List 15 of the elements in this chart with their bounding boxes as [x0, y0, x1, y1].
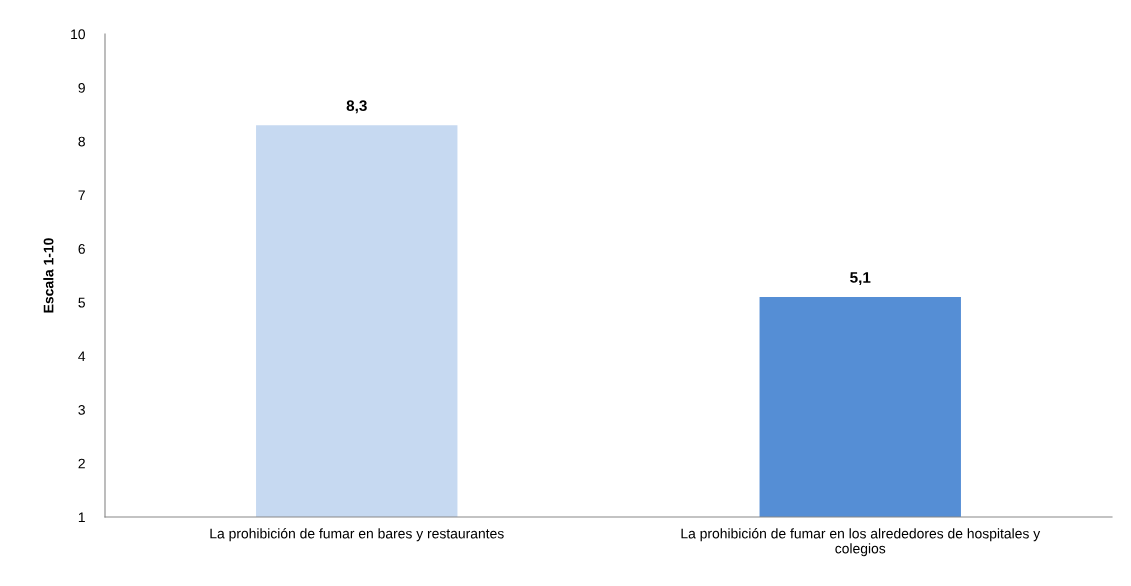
y-tick-label: 6 — [78, 244, 85, 254]
y-tick-label: 7 — [78, 190, 85, 201]
y-axis-title: Escala 1-10 — [43, 238, 54, 313]
data-label: 8,3 — [346, 100, 367, 114]
y-tick-label: 8 — [78, 136, 85, 147]
y-tick-label: 3 — [78, 405, 85, 415]
x-tick-label: La prohibición de fumar en bares y restaurantes — [210, 528, 504, 542]
y-tick-label: 4 — [78, 351, 86, 362]
y-tick-label: 5 — [78, 297, 85, 308]
x-tick-label: La prohibición de fumar en los alrededores de hospitales y colegios — [681, 528, 1041, 557]
y-tick-label: 9 — [78, 83, 85, 93]
y-tick-label: 10 — [71, 29, 86, 40]
data-label: 5,1 — [850, 272, 871, 286]
y-tick-label: 1 — [78, 512, 85, 523]
y-tick-label: 2 — [78, 458, 85, 469]
